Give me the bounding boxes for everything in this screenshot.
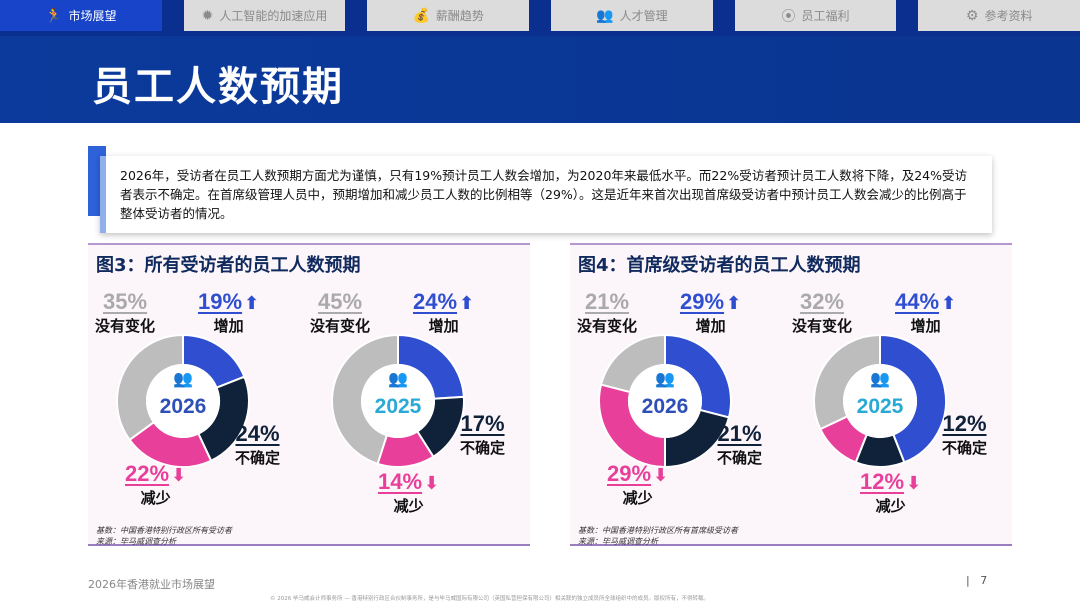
category-label: 增加 bbox=[213, 317, 244, 335]
tab-talent[interactable]: 👥 人才管理 bbox=[551, 0, 713, 31]
chart-panel-all: 图3：所有受访者的员工人数预期 👥 2026 19% ⬆ 增加 24% 不确定 22% ⬇ 减少 35… bbox=[88, 243, 530, 546]
tab-market-outlook[interactable]: 🏃 市场展望 bbox=[0, 0, 162, 31]
chart-title: 图4：首席级受访者的员工人数预期 bbox=[578, 255, 861, 276]
category-label: 不确定 bbox=[460, 439, 506, 457]
source-note: 来源：毕马威调查分析 bbox=[96, 537, 176, 546]
people-group-icon: 👥 bbox=[655, 369, 675, 388]
donut-center bbox=[843, 364, 917, 438]
label-increase: 29% ⬆ 增加 bbox=[680, 289, 741, 336]
tab-ai[interactable]: ✹ 人工智能的加速应用 bbox=[183, 0, 346, 31]
label-uncertain: 17% 不确定 bbox=[460, 411, 505, 458]
base-note: 基数：中国香港特别行政区所有受访者 bbox=[96, 526, 232, 535]
percent-value: 29% bbox=[607, 461, 652, 486]
donut-year: 2025 bbox=[374, 395, 422, 418]
tab-benefits[interactable]: ⦿ 员工福利 bbox=[734, 0, 897, 31]
chart-panel-ceo: 图4：首席级受访者的员工人数预期 👥 2026 29% ⬆ 增加 21% 不确定 29% ⬇ 减少 2… bbox=[570, 243, 1012, 546]
percent-value: 17% bbox=[460, 411, 505, 436]
arrow-up-icon: ⬆ bbox=[941, 293, 957, 314]
label-uncertain: 12% 不确定 bbox=[942, 411, 987, 458]
arrow-down-icon: ⬇ bbox=[171, 465, 187, 486]
description-box: 2026年，受访者在员工人数预期方面尤为谨慎，只有19%预计员工人数会增加，为2… bbox=[100, 156, 992, 233]
label-no-change: 35% 没有变化 bbox=[95, 289, 155, 336]
ai-chip-icon: ✹ bbox=[201, 7, 214, 24]
running-person-icon: 🏃 bbox=[45, 7, 63, 24]
percent-value: 21% bbox=[717, 421, 762, 446]
arrow-up-icon: ⬆ bbox=[244, 293, 260, 314]
label-decrease: 12% ⬇ 减少 bbox=[860, 469, 921, 516]
salary-hand-icon: 💰 bbox=[412, 7, 430, 24]
category-label: 没有变化 bbox=[95, 317, 156, 335]
page-title: 员工人数预期 bbox=[92, 64, 344, 110]
percent-value: 21% bbox=[584, 289, 630, 314]
label-decrease: 14% ⬇ 减少 bbox=[378, 469, 439, 516]
donut-charts bbox=[116, 333, 465, 468]
base-note: 基数：中国香港特别行政区所有首席级受访者 bbox=[578, 526, 738, 535]
category-label: 不确定 bbox=[717, 449, 763, 467]
people-group-icon: 👥 bbox=[388, 369, 408, 388]
label-no-change: 32% 没有变化 bbox=[792, 289, 852, 336]
category-label: 减少 bbox=[875, 497, 906, 515]
arrow-down-icon: ⬇ bbox=[906, 473, 922, 494]
donut-center bbox=[628, 364, 702, 438]
arrow-up-icon: ⬆ bbox=[726, 293, 742, 314]
category-label: 减少 bbox=[393, 497, 424, 515]
label-uncertain: 21% 不确定 bbox=[717, 421, 762, 468]
report-name: 2026年香港就业市场展望 bbox=[88, 578, 215, 591]
label-uncertain: 24% 不确定 bbox=[235, 421, 280, 468]
percent-value: 44% bbox=[895, 289, 940, 314]
percent-value: 29% bbox=[680, 289, 725, 314]
tab-salary[interactable]: 💰 薪酬趋势 bbox=[367, 0, 530, 31]
people-group-icon: 👥 bbox=[870, 369, 890, 388]
chart-footnote: 基数：中国香港特别行政区所有受访者 来源：毕马威调查分析 bbox=[96, 525, 232, 547]
percent-value: 24% bbox=[235, 421, 280, 446]
percent-value: 19% bbox=[198, 289, 243, 314]
category-label: 增加 bbox=[910, 317, 941, 335]
donut-year: 2025 bbox=[856, 395, 904, 418]
donut-center bbox=[361, 364, 435, 438]
tab-references[interactable]: ⚙ 参考资料 bbox=[918, 0, 1080, 31]
arrow-down-icon: ⬇ bbox=[653, 465, 669, 486]
label-increase: 44% ⬆ 增加 bbox=[895, 289, 956, 336]
percent-value: 22% bbox=[125, 461, 170, 486]
category-label: 增加 bbox=[695, 317, 726, 335]
category-label: 没有变化 bbox=[577, 317, 638, 335]
top-nav: 🏃 市场展望 ✹ 人工智能的加速应用 💰 薪酬趋势 👥 人才管理 ⦿ 员工福利 ⚙ 参考资料 bbox=[0, 0, 1080, 36]
gear-search-icon: ⚙ bbox=[965, 7, 979, 24]
percent-value: 12% bbox=[860, 469, 905, 494]
arrow-down-icon: ⬇ bbox=[424, 473, 440, 494]
copyright: © 2026 毕马威会计师事务所 — 香港特别行政区合伙制事务所，是与毕马威国际… bbox=[270, 596, 709, 602]
percent-value: 45% bbox=[317, 289, 363, 314]
percent-value: 35% bbox=[102, 289, 148, 314]
category-label: 减少 bbox=[622, 489, 653, 507]
percent-value: 12% bbox=[942, 411, 987, 436]
source-note: 来源：毕马威调查分析 bbox=[578, 537, 658, 546]
category-label: 增加 bbox=[428, 317, 459, 335]
label-increase: 24% ⬆ 增加 bbox=[413, 289, 474, 336]
label-decrease: 22% ⬇ 减少 bbox=[125, 461, 186, 508]
category-label: 没有变化 bbox=[310, 317, 371, 335]
location-pin-icon: ⦿ bbox=[781, 8, 796, 25]
donut-year: 2026 bbox=[641, 395, 689, 418]
label-increase: 19% ⬆ 增加 bbox=[198, 289, 259, 336]
donut-charts bbox=[598, 333, 947, 469]
category-label: 不确定 bbox=[235, 449, 281, 467]
donut-center bbox=[146, 364, 220, 438]
chart-title: 图3：所有受访者的员工人数预期 bbox=[96, 255, 361, 276]
chart-footnote: 基数：中国香港特别行政区所有首席级受访者 来源：毕马威调查分析 bbox=[578, 525, 738, 547]
percent-value: 24% bbox=[413, 289, 458, 314]
arrow-up-icon: ⬆ bbox=[459, 293, 475, 314]
people-group-icon: 👥 bbox=[596, 7, 614, 24]
percent-value: 32% bbox=[799, 289, 845, 314]
donut-year: 2026 bbox=[159, 395, 207, 418]
people-group-icon: 👥 bbox=[173, 369, 193, 388]
page-number: | 7 bbox=[966, 574, 988, 587]
title-band: 员工人数预期 bbox=[0, 36, 1080, 123]
label-decrease: 29% ⬇ 减少 bbox=[607, 461, 668, 508]
category-label: 不确定 bbox=[942, 439, 988, 457]
category-label: 没有变化 bbox=[792, 317, 853, 335]
label-no-change: 21% 没有变化 bbox=[577, 289, 637, 336]
label-no-change: 45% 没有变化 bbox=[310, 289, 370, 336]
percent-value: 14% bbox=[378, 469, 423, 494]
category-label: 减少 bbox=[140, 489, 171, 507]
